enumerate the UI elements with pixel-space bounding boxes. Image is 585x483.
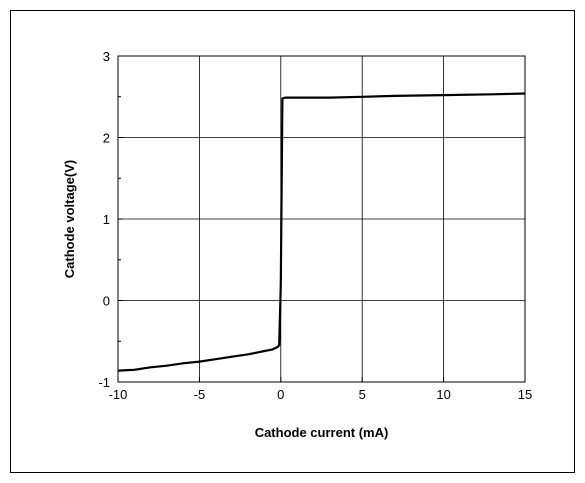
chart-frame (10, 10, 575, 473)
y-tick-label: 2 (103, 131, 110, 146)
y-tick-label: 3 (103, 49, 110, 64)
y-tick-label: 0 (103, 294, 110, 309)
x-tick-label: -10 (109, 387, 128, 402)
x-tick-label: 15 (518, 387, 532, 402)
grid-lines (118, 56, 525, 382)
plot-area (117, 55, 526, 383)
series-line (117, 92, 526, 372)
x-axis-title: Cathode current (mA) (255, 425, 389, 440)
x-tick-label: 5 (359, 387, 366, 402)
x-tick-label: 10 (436, 387, 450, 402)
y-tick-label: -1 (98, 375, 110, 390)
series-layer (117, 92, 526, 372)
x-tick-label: -5 (194, 387, 206, 402)
x-tick-label: 0 (277, 387, 284, 402)
y-axis-title: Cathode voltage(V) (62, 160, 77, 278)
y-tick-label: 1 (103, 212, 110, 227)
